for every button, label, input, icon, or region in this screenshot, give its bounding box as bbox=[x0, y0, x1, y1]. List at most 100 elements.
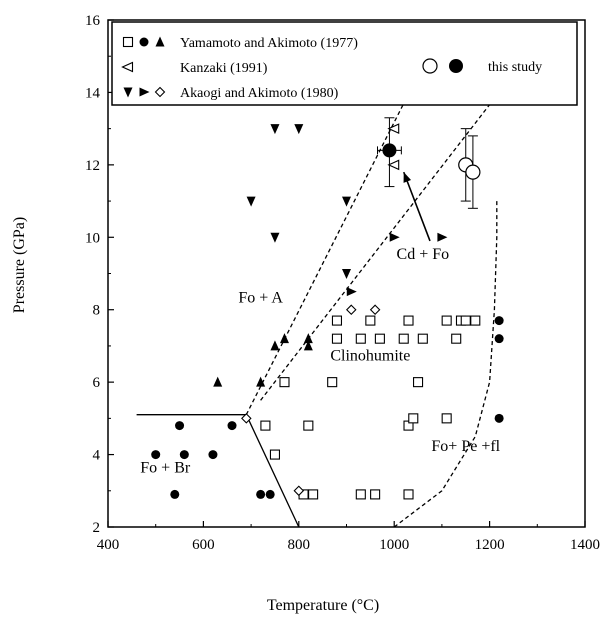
reaction-arrow bbox=[402, 171, 431, 242]
open-diamond-point bbox=[369, 304, 381, 315]
legend-box bbox=[111, 21, 578, 106]
dashed-boundary bbox=[245, 55, 429, 415]
filled-triangle-down-point bbox=[270, 124, 280, 135]
filled-triangle-up-point bbox=[303, 340, 313, 351]
filled-triangle-down-point bbox=[270, 232, 280, 243]
filled-circle-point bbox=[170, 489, 180, 499]
dashed-boundary bbox=[260, 92, 500, 401]
axis-ticks: 400 600 800 1000 1200 1400 2 4 6 8 10 12 14 16 bbox=[85, 13, 600, 553]
open-diamond-point bbox=[154, 86, 166, 98]
open-square-point bbox=[398, 333, 409, 344]
open-square-point bbox=[403, 489, 414, 500]
filled-triangle-up-point bbox=[256, 376, 266, 387]
filled-triangle-up-point bbox=[213, 376, 223, 387]
open-square-point bbox=[403, 315, 414, 326]
open-square-point bbox=[331, 333, 343, 344]
y-tick-label: 4 bbox=[93, 448, 101, 464]
phase-label: Fo + Br bbox=[140, 460, 191, 477]
open-square-point bbox=[260, 420, 271, 431]
filled-circle-large-point bbox=[449, 59, 463, 73]
open-square-point bbox=[374, 333, 385, 344]
filled-circle-point bbox=[227, 421, 237, 431]
legend: Yamamoto and Akimoto (1977) Kanzaki (1991… bbox=[111, 21, 578, 106]
phase-label: Cd + Fo bbox=[397, 246, 450, 263]
y-tick-label: 14 bbox=[85, 85, 101, 101]
solid-boundary bbox=[245, 414, 300, 528]
dashed-boundary bbox=[393, 201, 498, 528]
data-points bbox=[151, 123, 504, 500]
open-square-point bbox=[269, 449, 281, 460]
phase-labels: Fo + A Cd + Fo Clinohumite Fo + Br Fo+ Pe +f… bbox=[140, 246, 500, 477]
y-tick-label: 10 bbox=[85, 230, 100, 246]
x-tick-label: 600 bbox=[192, 537, 215, 553]
open-square-point bbox=[308, 489, 319, 500]
open-square-point bbox=[331, 315, 343, 326]
filled-circle-point bbox=[208, 450, 218, 460]
legend-label: Yamamoto and Akimoto (1977) bbox=[180, 36, 358, 51]
phase-label: Clinohumite bbox=[330, 347, 410, 364]
open-square-point bbox=[122, 36, 134, 48]
y-tick-label: 2 bbox=[93, 520, 101, 536]
open-circle-large-point bbox=[465, 164, 481, 180]
filled-circle-point bbox=[494, 413, 504, 423]
open-square-point bbox=[451, 333, 462, 344]
filled-triangle-down-point bbox=[342, 196, 351, 207]
y-tick-label: 12 bbox=[85, 158, 100, 174]
open-triangle-left-point bbox=[121, 61, 134, 73]
open-square-point bbox=[327, 377, 338, 388]
filled-triangle-right-point bbox=[346, 287, 357, 297]
open-square-point bbox=[408, 413, 419, 424]
x-tick-label: 800 bbox=[288, 537, 311, 553]
phase-label: Fo + A bbox=[238, 289, 283, 306]
open-square-point bbox=[370, 489, 381, 500]
legend-label: Kanzaki (1991) bbox=[180, 61, 268, 76]
filled-triangle-up-point bbox=[155, 36, 165, 47]
filled-triangle-right-point bbox=[389, 232, 400, 242]
open-square-point bbox=[279, 377, 290, 388]
filled-circle-point bbox=[494, 316, 504, 326]
y-tick-label: 6 bbox=[93, 375, 101, 391]
filled-circle-point bbox=[151, 450, 161, 460]
open-triangle-left-point bbox=[387, 159, 400, 171]
open-diamond-point bbox=[345, 304, 357, 315]
open-square-point bbox=[365, 315, 376, 326]
x-tick-label: 1200 bbox=[475, 537, 505, 553]
open-square-point bbox=[441, 413, 452, 424]
x-tick-label: 1400 bbox=[570, 537, 600, 553]
filled-triangle-up-point bbox=[270, 340, 280, 351]
filled-circle-point bbox=[256, 489, 266, 499]
y-tick-label: 16 bbox=[85, 13, 101, 29]
filled-triangle-right-point bbox=[139, 87, 150, 97]
filled-circle-point bbox=[179, 450, 189, 460]
x-tick-label: 400 bbox=[97, 537, 120, 553]
y-tick-label: 8 bbox=[93, 303, 101, 319]
phase-label: Fo+ Pe +fl bbox=[431, 438, 500, 455]
filled-triangle-down-point bbox=[294, 124, 304, 135]
filled-circle-point bbox=[175, 421, 185, 431]
filled-circle-point bbox=[265, 489, 275, 499]
legend-label: this study bbox=[488, 60, 542, 75]
x-axis-label: Temperature (°C) bbox=[267, 597, 379, 614]
open-triangle-left-point bbox=[387, 123, 400, 134]
legend-label: Akaogi and Akimoto (1980) bbox=[180, 86, 339, 101]
filled-triangle-up-point bbox=[279, 333, 289, 344]
filled-triangle-down-point bbox=[123, 87, 133, 98]
open-square-point bbox=[355, 333, 366, 344]
open-square-point bbox=[460, 315, 471, 326]
filled-circle-point bbox=[139, 37, 149, 47]
open-square-point bbox=[412, 377, 424, 388]
filled-triangle-up-point bbox=[303, 333, 313, 344]
filled-triangle-down-point bbox=[246, 196, 256, 207]
open-circle-large-point bbox=[422, 58, 438, 74]
phase-boundaries bbox=[136, 55, 500, 528]
x-tick-label: 1000 bbox=[379, 537, 409, 553]
filled-circle-point bbox=[494, 334, 504, 344]
filled-triangle-right-point bbox=[437, 232, 448, 242]
open-square-point bbox=[355, 489, 366, 500]
filled-triangle-down-point bbox=[342, 269, 351, 279]
open-square-point bbox=[303, 420, 314, 431]
open-square-point bbox=[470, 315, 481, 326]
filled-circle-large-point bbox=[382, 143, 397, 158]
open-square-point bbox=[417, 333, 428, 344]
